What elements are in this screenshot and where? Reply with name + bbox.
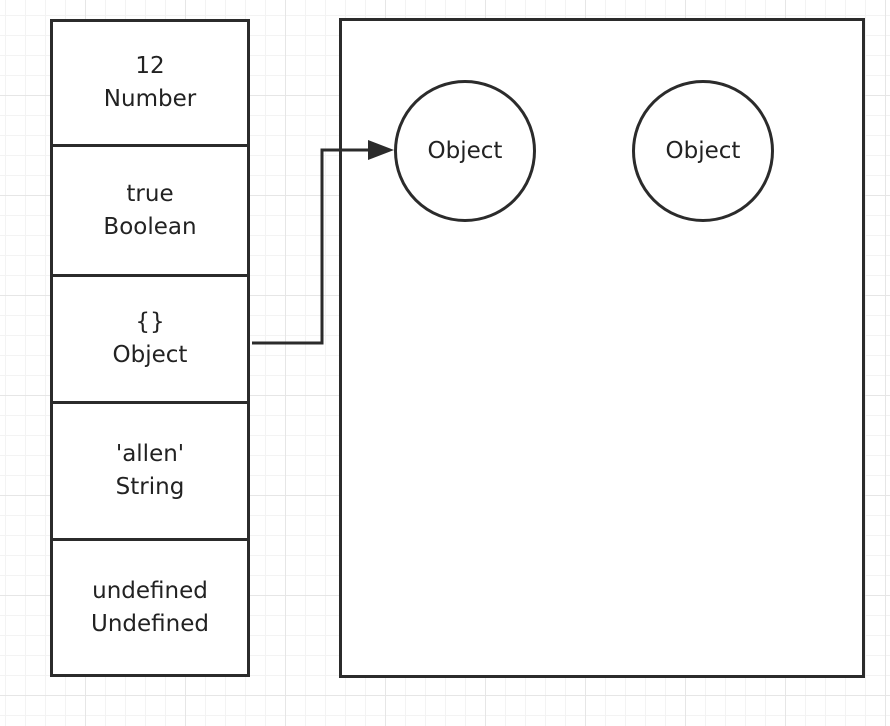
stack-cell-value: 'allen'	[115, 441, 185, 467]
heap-object-label: Object	[427, 138, 503, 164]
heap-object-circle: Object	[632, 80, 774, 222]
stack-cell-value: 12	[135, 53, 165, 79]
stack-column: 12 Number true Boolean {} Object 'allen'…	[50, 19, 250, 677]
stack-cell-boolean: true Boolean	[53, 147, 247, 277]
stack-cell-undefined: undefined Undefined	[53, 541, 247, 674]
stack-cell-type: String	[115, 474, 185, 500]
stack-cell-object: {} Object	[53, 277, 247, 404]
stack-cell-string: 'allen' String	[53, 404, 247, 541]
stack-cell-value: undefined	[92, 577, 208, 604]
stack-cell-value: {}	[135, 309, 165, 335]
stack-cell-type: Undefined	[91, 610, 209, 637]
stack-cell-value: true	[126, 180, 174, 207]
heap-object-circle: Object	[394, 80, 536, 222]
stack-cell-type: Number	[103, 86, 197, 112]
stack-cell-type: Boolean	[103, 213, 197, 240]
heap-object-label: Object	[665, 138, 741, 164]
stack-cell-number: 12 Number	[53, 22, 247, 147]
heap-area: Object Object	[339, 18, 865, 678]
stack-cell-type: Object	[112, 342, 188, 368]
